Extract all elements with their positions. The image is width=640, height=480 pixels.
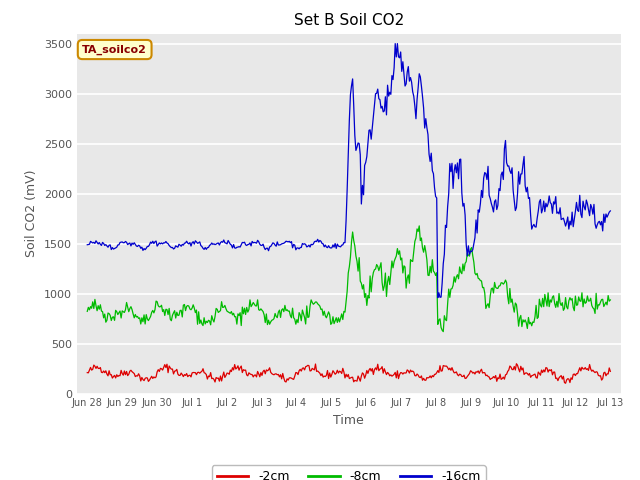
-16cm <box>376 97 384 103</box>
-16cm <box>403 81 410 87</box>
-2cm <box>83 370 91 375</box>
Line: -2cm: -2cm <box>87 364 611 383</box>
-8cm <box>415 223 423 229</box>
-8cm <box>376 264 384 270</box>
-16cm <box>83 242 91 248</box>
-16cm <box>607 208 614 214</box>
-8cm <box>401 264 409 270</box>
-2cm <box>468 369 476 374</box>
-2cm <box>513 361 520 367</box>
-2cm <box>607 369 614 374</box>
-8cm <box>304 314 312 320</box>
-8cm <box>440 329 447 335</box>
-2cm <box>304 362 312 368</box>
-2cm <box>559 373 567 379</box>
-2cm <box>246 371 254 377</box>
-16cm <box>246 240 254 246</box>
-8cm <box>561 306 568 312</box>
-16cm <box>561 219 568 225</box>
-2cm <box>562 380 570 386</box>
Text: TA_soilco2: TA_soilco2 <box>82 44 147 55</box>
-8cm <box>246 297 254 303</box>
-8cm <box>470 259 477 265</box>
Legend: -2cm, -8cm, -16cm: -2cm, -8cm, -16cm <box>212 465 486 480</box>
-8cm <box>607 297 614 303</box>
-16cm <box>470 241 477 247</box>
-8cm <box>83 309 91 314</box>
X-axis label: Time: Time <box>333 414 364 427</box>
Y-axis label: Soil CO2 (mV): Soil CO2 (mV) <box>25 170 38 257</box>
-16cm <box>434 295 442 300</box>
-16cm <box>392 41 399 47</box>
Line: -16cm: -16cm <box>87 44 611 298</box>
-2cm <box>376 366 384 372</box>
Line: -8cm: -8cm <box>87 226 611 332</box>
-2cm <box>401 370 409 376</box>
-16cm <box>304 243 312 249</box>
Title: Set B Soil CO2: Set B Soil CO2 <box>294 13 404 28</box>
